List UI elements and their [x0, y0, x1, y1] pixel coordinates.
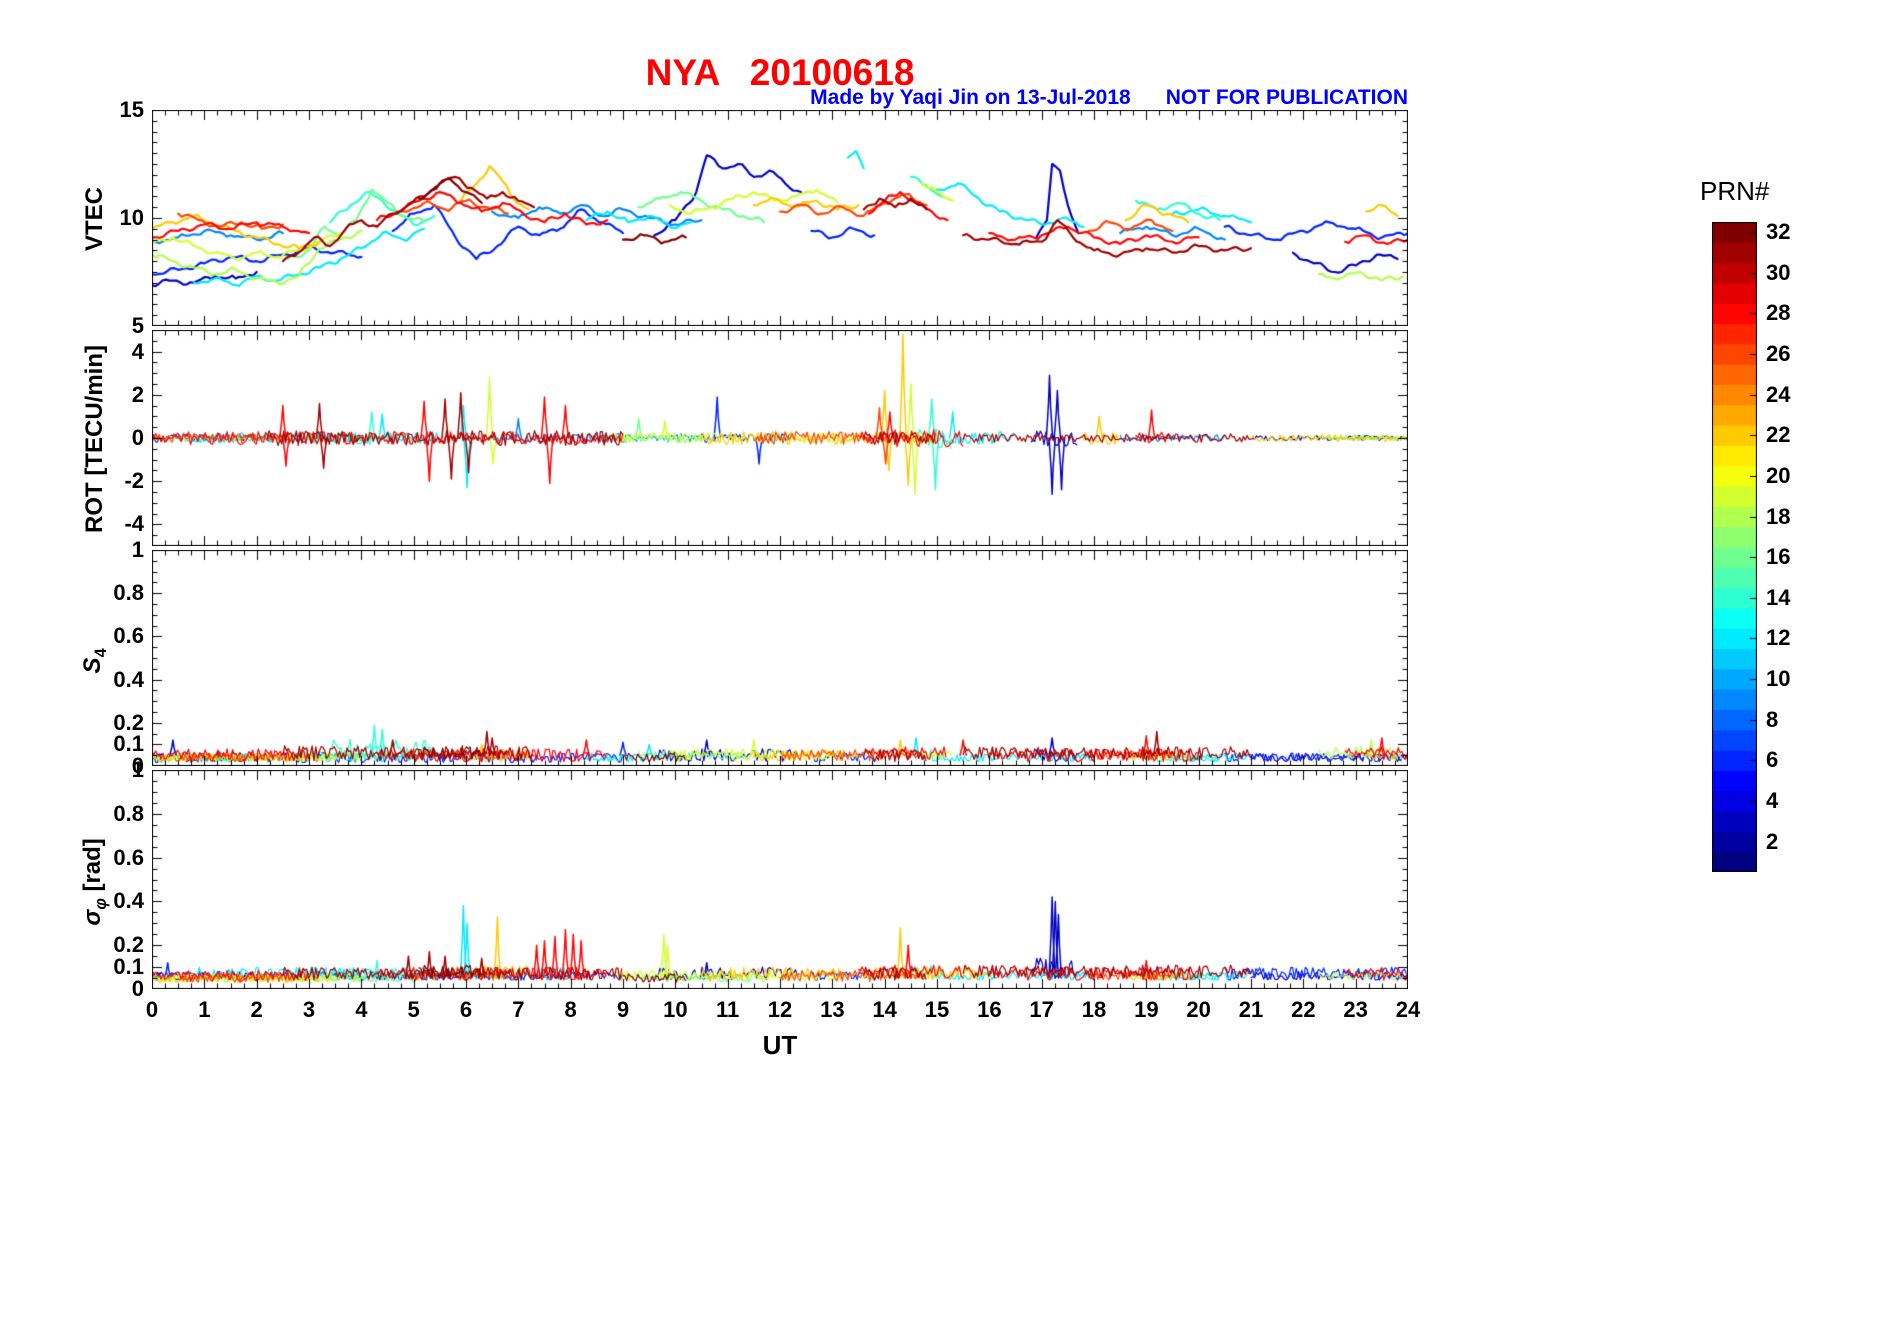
colorbar-tick-label: 4 [1766, 787, 1779, 813]
y-tick-label: 10 [119, 205, 144, 230]
x-tick-label: 18 [1081, 997, 1107, 1022]
y-tick-label: 2 [131, 381, 144, 407]
x-tick-label: 6 [459, 997, 473, 1022]
colorbar-tick-label: 6 [1766, 747, 1779, 773]
s4-plot-canvas [152, 550, 1408, 766]
colorbar-tick-label: 18 [1766, 503, 1791, 529]
y-tick-label: -2 [124, 468, 144, 494]
colorbar-tick-label: 28 [1766, 300, 1791, 326]
rot-plot-canvas [152, 330, 1408, 546]
y-tick-label: 15 [119, 97, 144, 122]
x-tick-label: 7 [512, 997, 525, 1022]
y-tick-label: 0 [131, 976, 144, 1001]
x-tick-label: 23 [1343, 997, 1368, 1022]
y-tick-label: 0.1 [113, 954, 144, 980]
x-tick-label: 4 [355, 997, 368, 1022]
y-tick-label: 1 [131, 537, 144, 562]
y-tick-label: 0.6 [113, 623, 144, 649]
colorbar-label: PRN# [1700, 176, 1770, 206]
x-tick-label: 11 [716, 997, 740, 1022]
colorbar-tick-label: 24 [1766, 381, 1791, 407]
y-tick-label: -4 [124, 511, 144, 537]
chart-subtitle: Made by Yaqi Jin on 13-Jul-2018 NOT FOR … [810, 86, 1408, 109]
colorbar-tick-label: 12 [1766, 625, 1791, 651]
vtec-plot-canvas [152, 110, 1408, 326]
y-tick-label: 0.4 [113, 888, 144, 914]
y-tick-label: 0 [131, 425, 144, 450]
y-tick-label: 0.2 [113, 709, 144, 735]
chart-title: NYA 20100618 [645, 52, 915, 93]
x-tick-label: 15 [924, 997, 950, 1022]
colorbar-tick-label: 20 [1766, 462, 1791, 488]
y-tick-label: 0.1 [113, 731, 144, 757]
colorbar-tick-label: 22 [1766, 422, 1791, 448]
x-tick-label: 20 [1186, 997, 1211, 1022]
sigma-phi-plot-canvas [152, 770, 1408, 989]
y-tick-label: 5 [131, 313, 144, 338]
y-tick-label: 4 [131, 338, 144, 364]
colorbar-tick-label: 32 [1766, 219, 1791, 245]
y-tick-label: 0.2 [113, 932, 144, 958]
y-tick-label: 1 [131, 757, 144, 782]
x-tick-label: 16 [977, 997, 1002, 1022]
y-tick-label: 0.8 [113, 800, 144, 826]
colorbar-tick-label: 2 [1766, 828, 1779, 854]
x-tick-label: 8 [564, 997, 577, 1022]
x-tick-label: 19 [1134, 997, 1159, 1022]
x-tick-label: 17 [1029, 997, 1054, 1022]
x-tick-label: 3 [302, 997, 316, 1022]
y-tick-label: 0.4 [113, 666, 144, 692]
colorbar-tick-label: 30 [1766, 259, 1791, 285]
x-tick-label: 24 [1395, 997, 1421, 1022]
colorbar-tick-label: 8 [1766, 706, 1779, 732]
x-tick-label: 21 [1238, 997, 1264, 1022]
x-tick-label: 1 [198, 997, 211, 1022]
colorbar-tick-label: 16 [1766, 544, 1791, 570]
x-tick-label: 5 [407, 997, 420, 1022]
x-tick-label: 10 [663, 997, 688, 1022]
s4-axis-label-sub: 4 [91, 648, 110, 658]
x-tick-label: 0 [145, 997, 159, 1022]
x-tick-label: 22 [1291, 997, 1316, 1022]
colorbar-tick-label: 26 [1766, 341, 1791, 367]
colorbar-tick-label: 14 [1766, 584, 1791, 610]
y-tick-label: 0 [131, 753, 144, 778]
y-tick-label: 0.6 [113, 844, 144, 870]
colorbar-tick-label: 10 [1766, 666, 1791, 692]
x-axis-label: UT [762, 1030, 798, 1060]
prn-colorbar [1712, 222, 1757, 872]
y-tick-label: 0.8 [113, 580, 144, 606]
x-tick-label: 14 [872, 997, 897, 1022]
x-tick-label: 9 [616, 997, 630, 1022]
x-tick-label: 2 [250, 997, 263, 1022]
x-tick-label: 12 [767, 997, 793, 1022]
x-tick-label: 13 [820, 997, 845, 1022]
